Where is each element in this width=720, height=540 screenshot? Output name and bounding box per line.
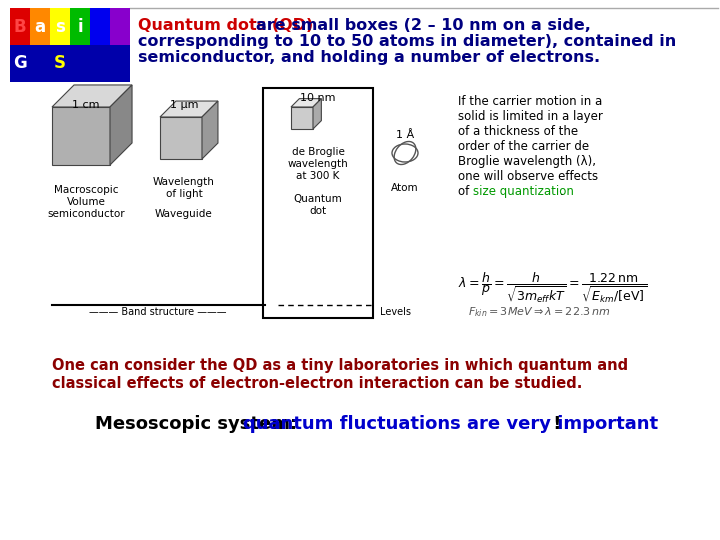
Text: s: s xyxy=(55,17,65,36)
Text: S: S xyxy=(54,55,66,72)
Bar xyxy=(30,8,50,45)
Text: .: . xyxy=(560,185,564,198)
Text: 1 cm: 1 cm xyxy=(72,100,100,110)
Text: quantum fluctuations are very important: quantum fluctuations are very important xyxy=(243,415,658,433)
Text: 10 nm: 10 nm xyxy=(300,93,336,103)
Text: solid is limited in a layer: solid is limited in a layer xyxy=(458,110,603,123)
Bar xyxy=(70,45,90,82)
Text: of: of xyxy=(458,185,473,198)
Text: Quantum dots (QD): Quantum dots (QD) xyxy=(138,18,319,33)
Polygon shape xyxy=(160,117,202,159)
Polygon shape xyxy=(110,85,132,165)
Polygon shape xyxy=(291,107,313,129)
Bar xyxy=(50,45,70,82)
Text: wavelength: wavelength xyxy=(287,159,348,169)
Bar xyxy=(10,8,30,45)
Text: order of the carrier de: order of the carrier de xyxy=(458,140,589,153)
Text: classical effects of electron-electron interaction can be studied.: classical effects of electron-electron i… xyxy=(52,376,582,391)
Text: One can consider the QD as a tiny laboratories in which quantum and: One can consider the QD as a tiny labora… xyxy=(52,358,628,373)
Text: !: ! xyxy=(547,415,562,433)
Text: 1 μm: 1 μm xyxy=(170,100,198,110)
Polygon shape xyxy=(313,99,321,129)
Polygon shape xyxy=(52,85,132,107)
Text: Macroscopic: Macroscopic xyxy=(54,185,118,195)
Text: Atom: Atom xyxy=(391,183,419,193)
Text: of light: of light xyxy=(166,189,202,199)
Text: semiconductor, and holding a number of electrons.: semiconductor, and holding a number of e… xyxy=(138,50,600,65)
Bar xyxy=(50,8,70,45)
Text: G: G xyxy=(13,55,27,72)
Text: corresponding to 10 to 50 atoms in diameter), contained in: corresponding to 10 to 50 atoms in diame… xyxy=(138,34,676,49)
Text: Wavelength: Wavelength xyxy=(153,177,215,187)
Text: Quantum: Quantum xyxy=(294,194,343,204)
Text: If the carrier motion in a: If the carrier motion in a xyxy=(458,95,602,108)
Text: de Broglie: de Broglie xyxy=(292,147,344,157)
Bar xyxy=(10,45,30,82)
Text: Broglie wavelength (λ),: Broglie wavelength (λ), xyxy=(458,155,596,168)
Text: Waveguide: Waveguide xyxy=(155,209,213,219)
Text: semiconductor: semiconductor xyxy=(48,209,125,219)
Text: i: i xyxy=(77,17,83,36)
Bar xyxy=(90,45,110,82)
Text: Mesoscopic system:: Mesoscopic system: xyxy=(95,415,303,433)
Bar xyxy=(90,8,110,45)
Bar xyxy=(30,45,50,82)
Text: ——— Band structure ———: ——— Band structure ——— xyxy=(89,307,227,317)
Text: $\lambda = \dfrac{h}{p} = \dfrac{h}{\sqrt{3m_{eff}kT}} = \dfrac{1.22\,\mathrm{nm: $\lambda = \dfrac{h}{p} = \dfrac{h}{\sqr… xyxy=(458,270,647,305)
Text: one will observe effects: one will observe effects xyxy=(458,170,598,183)
Polygon shape xyxy=(160,101,218,117)
Text: a: a xyxy=(35,17,45,36)
Polygon shape xyxy=(202,101,218,159)
Text: $F_{kin} = 3MeV \Rightarrow \lambda = 22.3\,nm$: $F_{kin} = 3MeV \Rightarrow \lambda = 22… xyxy=(468,305,611,319)
Text: are small boxes (2 – 10 nm on a side,: are small boxes (2 – 10 nm on a side, xyxy=(256,18,591,33)
Text: Volume: Volume xyxy=(66,197,105,207)
Bar xyxy=(110,8,130,45)
Polygon shape xyxy=(52,107,110,165)
Bar xyxy=(263,88,373,318)
Text: size quantization: size quantization xyxy=(473,185,574,198)
Text: Levels: Levels xyxy=(380,307,411,317)
Text: of a thickness of the: of a thickness of the xyxy=(458,125,578,138)
Text: 1 Å: 1 Å xyxy=(396,130,414,140)
Bar xyxy=(70,8,90,45)
Polygon shape xyxy=(291,99,321,107)
Text: dot: dot xyxy=(310,206,327,216)
Text: at 300 K: at 300 K xyxy=(297,171,340,181)
Text: B: B xyxy=(14,17,27,36)
Bar xyxy=(110,45,130,82)
